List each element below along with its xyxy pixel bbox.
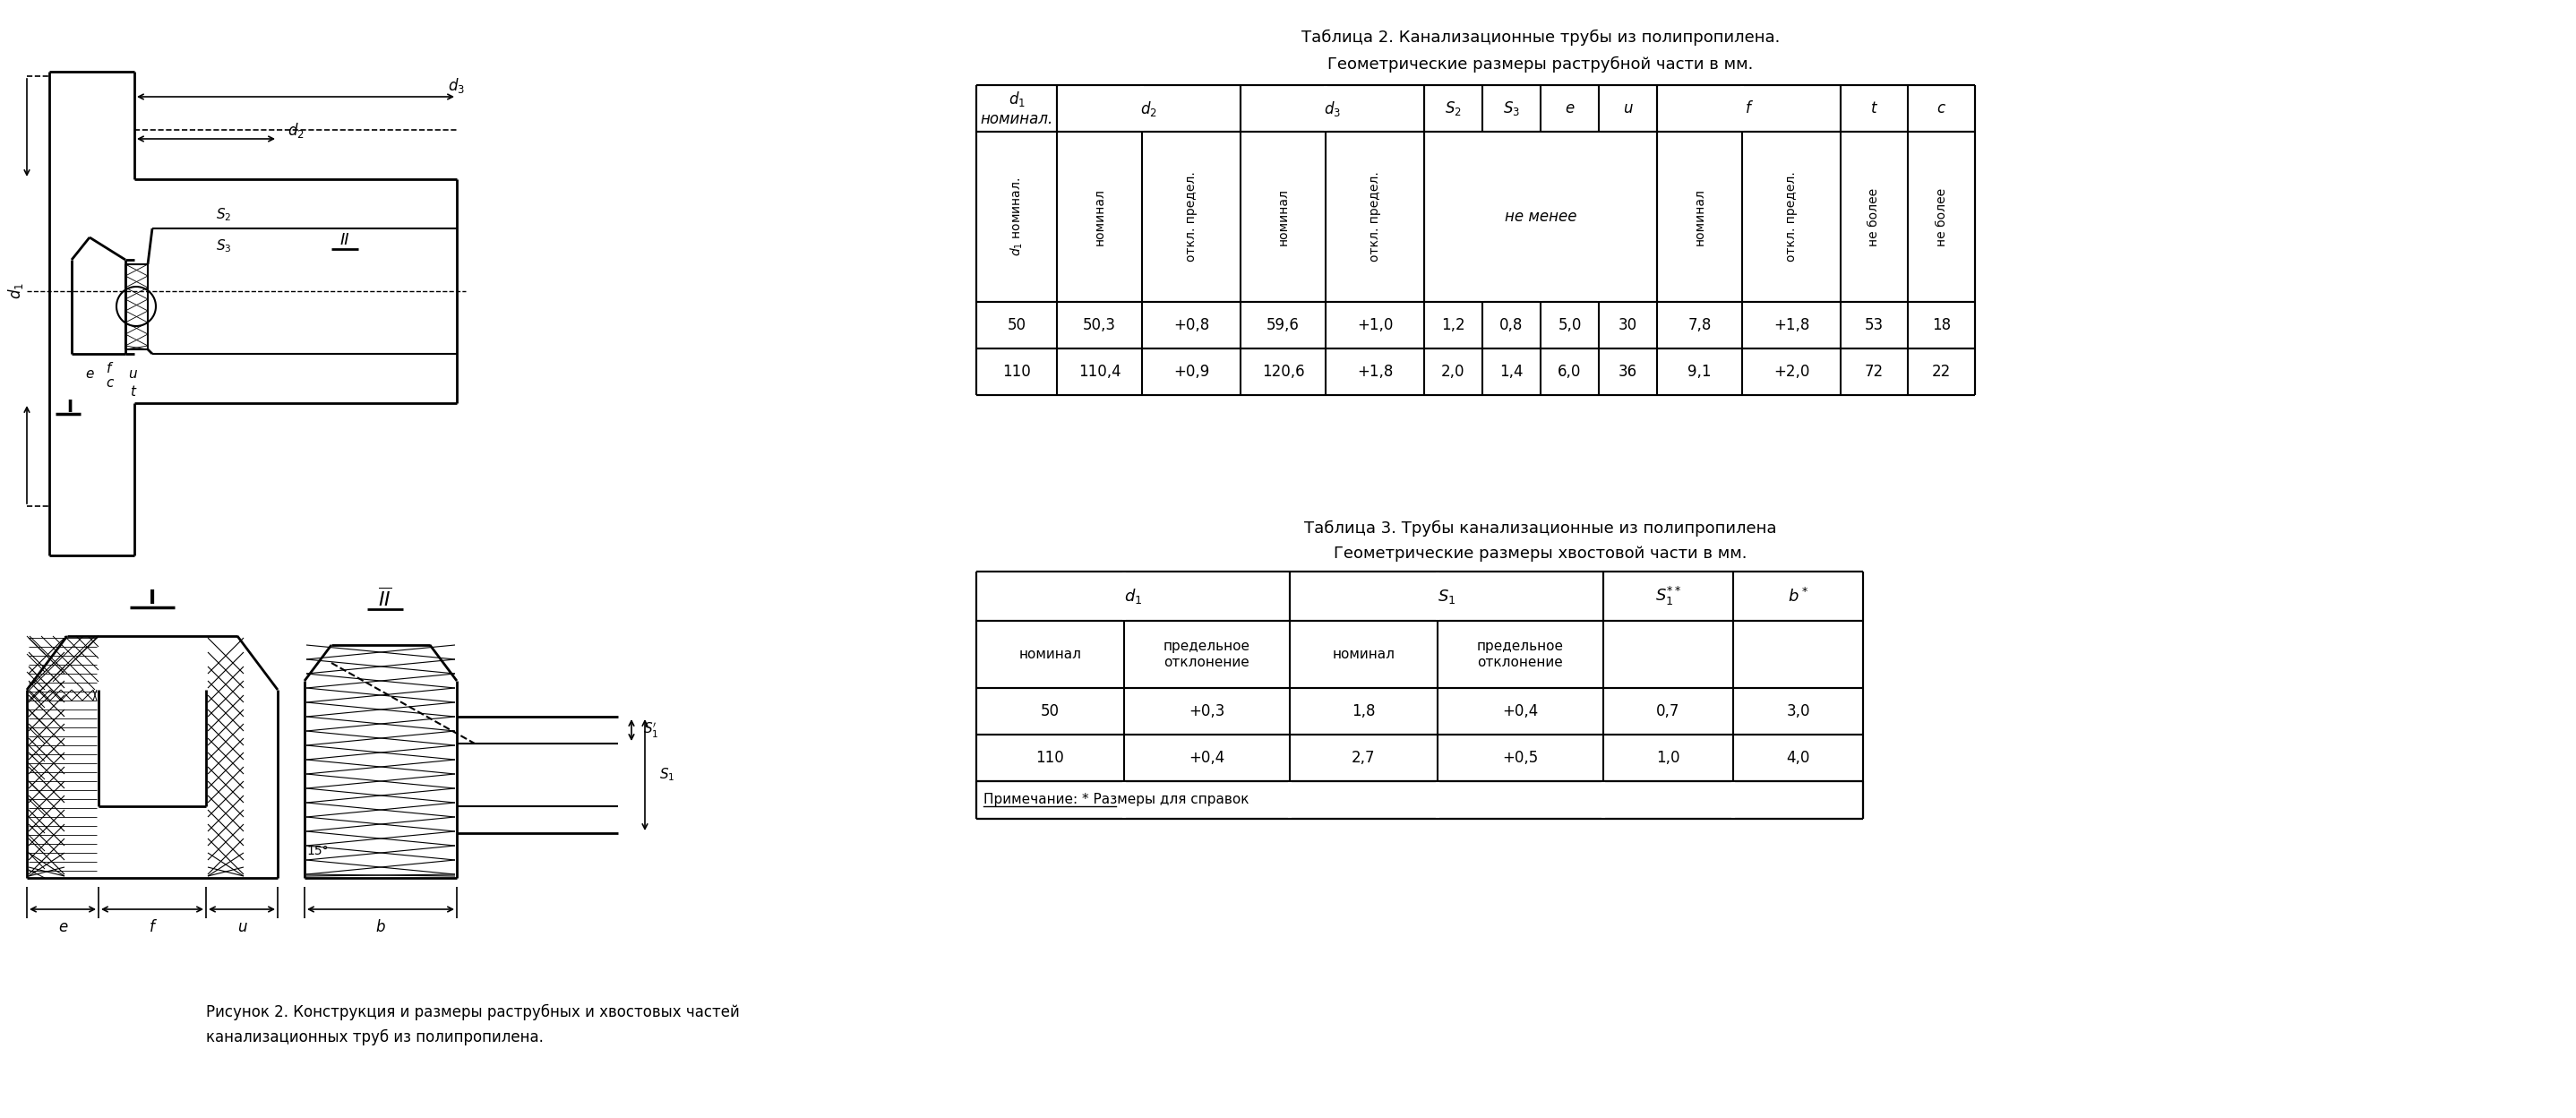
Text: 1,2: 1,2 bbox=[1443, 318, 1466, 333]
Text: номинал: номинал bbox=[1278, 188, 1291, 246]
Text: $S_1'$: $S_1'$ bbox=[644, 721, 659, 739]
Text: +0,9: +0,9 bbox=[1172, 363, 1208, 380]
Text: +2,0: +2,0 bbox=[1772, 363, 1808, 380]
Text: 72: 72 bbox=[1865, 363, 1883, 380]
Text: +1,0: +1,0 bbox=[1358, 318, 1394, 333]
Text: $d_2$: $d_2$ bbox=[1141, 100, 1157, 117]
Text: откл. предел.: откл. предел. bbox=[1785, 172, 1798, 262]
Text: +0,3: +0,3 bbox=[1190, 703, 1226, 719]
Text: $c$: $c$ bbox=[1937, 101, 1947, 116]
Text: откл. предел.: откл. предел. bbox=[1185, 172, 1198, 262]
Text: $S_2$: $S_2$ bbox=[216, 207, 232, 224]
Text: 0,7: 0,7 bbox=[1656, 703, 1680, 719]
Text: $S_3$: $S_3$ bbox=[1502, 100, 1520, 117]
Text: предельное
отклонение: предельное отклонение bbox=[1476, 639, 1564, 669]
Text: $S_2$: $S_2$ bbox=[1445, 100, 1461, 117]
Text: номинал: номинал bbox=[1332, 647, 1396, 661]
Text: $S_3$: $S_3$ bbox=[216, 238, 232, 255]
Text: f: f bbox=[149, 919, 155, 936]
Text: $d_1$: $d_1$ bbox=[1123, 587, 1141, 606]
Text: II: II bbox=[340, 233, 350, 248]
Text: 53: 53 bbox=[1865, 318, 1883, 333]
Text: 2,0: 2,0 bbox=[1443, 363, 1466, 380]
Text: $S_1^{**}$: $S_1^{**}$ bbox=[1656, 585, 1682, 607]
Text: 110: 110 bbox=[1036, 750, 1064, 766]
Text: +0,4: +0,4 bbox=[1190, 750, 1226, 766]
Text: 1,8: 1,8 bbox=[1352, 703, 1376, 719]
Text: Геометрические размеры хвостовой части в мм.: Геометрические размеры хвостовой части в… bbox=[1334, 546, 1747, 561]
Text: 9,1: 9,1 bbox=[1687, 363, 1710, 380]
Text: e: e bbox=[59, 919, 67, 936]
Text: $d_2$: $d_2$ bbox=[286, 121, 304, 140]
Text: предельное
отклонение: предельное отклонение bbox=[1164, 639, 1249, 669]
Text: Рисунок 2. Конструкция и размеры раструбных и хвостовых частей: Рисунок 2. Конструкция и размеры раструб… bbox=[206, 1004, 739, 1021]
Text: u: u bbox=[237, 919, 247, 936]
Text: $d_1$
номинал.: $d_1$ номинал. bbox=[981, 89, 1054, 127]
Text: 50: 50 bbox=[1007, 318, 1025, 333]
Text: 4,0: 4,0 bbox=[1785, 750, 1811, 766]
Text: 5,0: 5,0 bbox=[1558, 318, 1582, 333]
Text: $e$: $e$ bbox=[1564, 101, 1574, 116]
Text: +1,8: +1,8 bbox=[1358, 363, 1394, 380]
Text: I: I bbox=[67, 399, 72, 416]
Text: I: I bbox=[149, 589, 157, 607]
Text: $d_3$: $d_3$ bbox=[1324, 100, 1342, 117]
Text: номинал: номинал bbox=[1020, 647, 1082, 661]
Text: 15°: 15° bbox=[307, 845, 330, 858]
Text: не более: не более bbox=[1868, 188, 1880, 246]
Text: канализационных труб из полипропилена.: канализационных труб из полипропилена. bbox=[206, 1030, 544, 1045]
Text: $b^*$: $b^*$ bbox=[1788, 587, 1808, 605]
Text: 110: 110 bbox=[1002, 363, 1030, 380]
Text: $d_1$: $d_1$ bbox=[8, 283, 26, 300]
Text: Таблица 2. Канализационные трубы из полипропилена.: Таблица 2. Канализационные трубы из поли… bbox=[1301, 29, 1780, 46]
Text: $S_1$: $S_1$ bbox=[1437, 587, 1455, 605]
Text: 110,4: 110,4 bbox=[1079, 363, 1121, 380]
Text: 59,6: 59,6 bbox=[1267, 318, 1298, 333]
Text: +0,4: +0,4 bbox=[1502, 703, 1538, 719]
Text: откл. предел.: откл. предел. bbox=[1368, 172, 1381, 262]
Text: 50: 50 bbox=[1041, 703, 1059, 719]
Text: Таблица 3. Трубы канализационные из полипропилена: Таблица 3. Трубы канализационные из поли… bbox=[1303, 520, 1777, 537]
Text: 120,6: 120,6 bbox=[1262, 363, 1303, 380]
Text: номинал: номинал bbox=[1092, 188, 1105, 246]
Text: $t$: $t$ bbox=[1870, 101, 1878, 116]
Text: t: t bbox=[129, 386, 137, 399]
Text: $\overline{II}$: $\overline{II}$ bbox=[379, 587, 392, 609]
Text: +0,5: +0,5 bbox=[1502, 750, 1538, 766]
Text: 1,0: 1,0 bbox=[1656, 750, 1680, 766]
Text: 30: 30 bbox=[1618, 318, 1638, 333]
Text: 0,8: 0,8 bbox=[1499, 318, 1522, 333]
Text: 18: 18 bbox=[1932, 318, 1950, 333]
Text: Примечание: * Размеры для справок: Примечание: * Размеры для справок bbox=[984, 794, 1249, 807]
Text: c: c bbox=[106, 377, 113, 390]
Text: 6,0: 6,0 bbox=[1558, 363, 1582, 380]
Text: не более: не более bbox=[1935, 188, 1947, 246]
Text: u: u bbox=[129, 368, 137, 381]
Text: +0,8: +0,8 bbox=[1172, 318, 1208, 333]
Text: +1,8: +1,8 bbox=[1772, 318, 1808, 333]
Text: 36: 36 bbox=[1618, 363, 1638, 380]
Text: 2,7: 2,7 bbox=[1352, 750, 1376, 766]
Text: b: b bbox=[376, 919, 386, 936]
Text: 50,3: 50,3 bbox=[1082, 318, 1115, 333]
Text: $d_1$ номинал.: $d_1$ номинал. bbox=[1010, 178, 1025, 256]
Text: Геометрические размеры раструбной части в мм.: Геометрические размеры раструбной части … bbox=[1327, 56, 1754, 73]
Text: 1,4: 1,4 bbox=[1499, 363, 1522, 380]
Text: $d_3$: $d_3$ bbox=[448, 76, 466, 95]
Text: $S_1$: $S_1$ bbox=[659, 767, 675, 784]
Text: $f$: $f$ bbox=[1744, 101, 1754, 116]
Text: $u$: $u$ bbox=[1623, 101, 1633, 116]
Text: e: e bbox=[85, 368, 93, 381]
Text: f: f bbox=[106, 362, 111, 376]
Text: номинал: номинал bbox=[1692, 188, 1705, 246]
Text: 7,8: 7,8 bbox=[1687, 318, 1710, 333]
Text: 3,0: 3,0 bbox=[1785, 703, 1811, 719]
Text: 22: 22 bbox=[1932, 363, 1950, 380]
Text: не менее: не менее bbox=[1504, 209, 1577, 225]
